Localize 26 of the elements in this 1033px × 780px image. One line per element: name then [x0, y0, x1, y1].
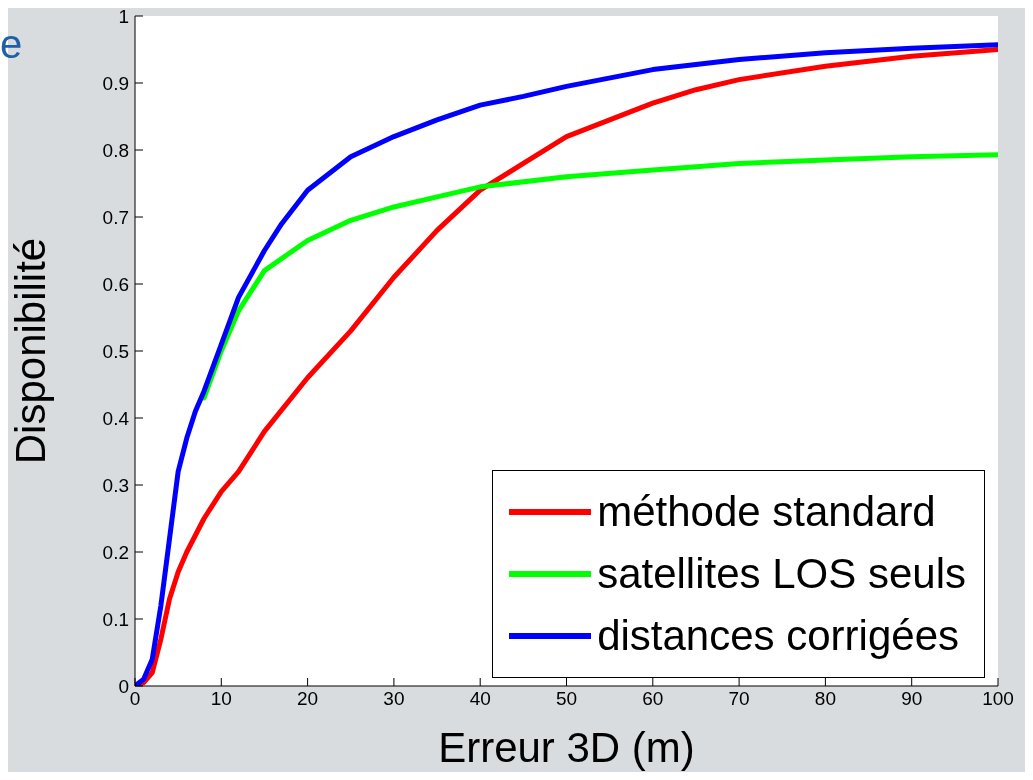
legend-label: satellites LOS seuls [597, 549, 966, 599]
legend-label: distances corrigées [597, 611, 959, 661]
x-tick-label: 10 [210, 688, 232, 710]
y-tick-label: 0.3 [102, 474, 129, 496]
y-tick-label: 0.4 [102, 407, 130, 429]
x-tick-label: 100 [982, 688, 1014, 710]
x-tick-label: 40 [469, 688, 491, 710]
x-tick-label: 90 [901, 688, 923, 710]
legend-label: méthode standard [597, 487, 936, 537]
y-tick-label: 0.1 [102, 608, 129, 630]
y-tick-label: 0.5 [102, 340, 129, 362]
x-tick-label: 30 [383, 688, 405, 710]
x-tick-label: 20 [297, 688, 319, 710]
y-tick-label: 0.6 [102, 273, 129, 295]
y-tick-label: 0.2 [102, 541, 129, 563]
x-tick-label: 60 [642, 688, 664, 710]
x-axis-title: Erreur 3D (m) [438, 724, 695, 771]
y-tick-label: 0.8 [102, 139, 129, 161]
y-tick-label: 1 [118, 5, 129, 27]
x-tick-label: 80 [814, 688, 836, 710]
y-tick-label: 0.7 [102, 206, 129, 228]
x-tick-label: 70 [728, 688, 750, 710]
x-tick-label: 50 [555, 688, 578, 710]
y-tick-label: 0.9 [102, 72, 129, 94]
y-axis-title: Disponibilité [6, 237, 54, 465]
text: e [0, 22, 23, 67]
